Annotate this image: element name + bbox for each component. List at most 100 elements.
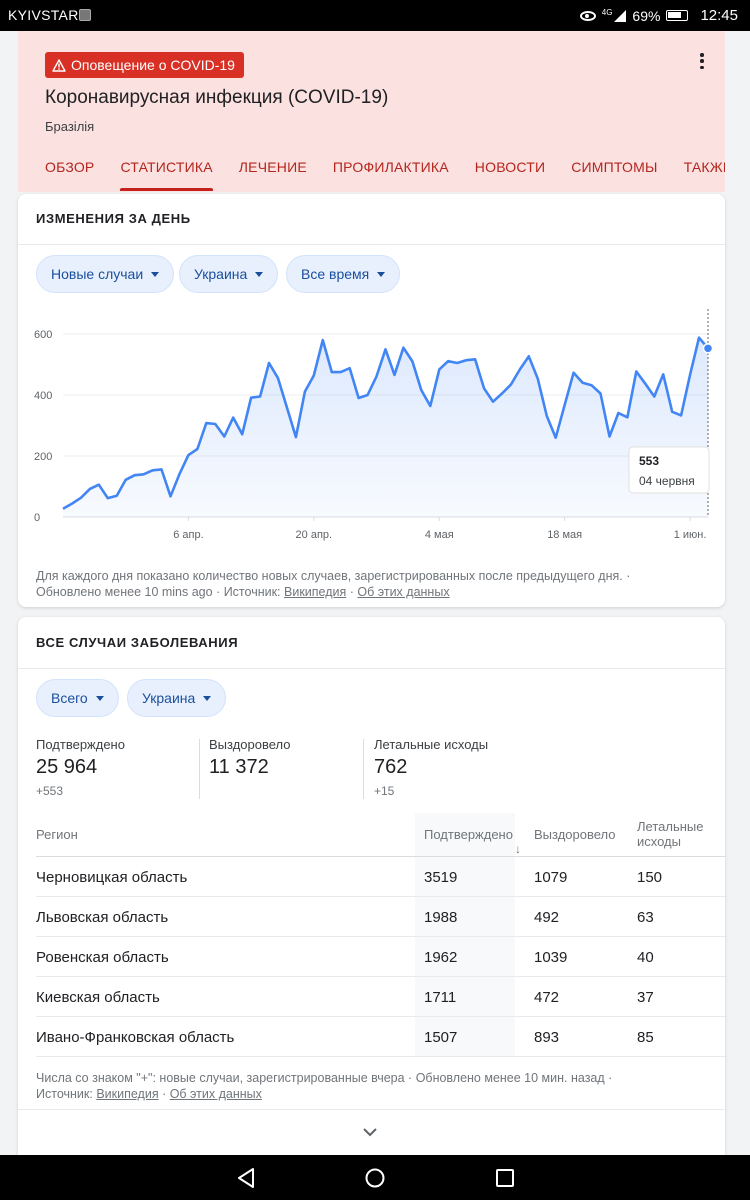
cell-deaths: 150	[637, 869, 663, 886]
signal-icon	[614, 9, 627, 22]
stat-delta: +553	[36, 784, 64, 798]
x-tick-label: 20 апр.	[296, 529, 333, 541]
tab-3[interactable]: ПРОФИЛАКТИКА	[332, 159, 449, 175]
source-prefix: Источник:	[36, 1087, 93, 1101]
stat-confirmed: Подтверждено 25 964 +553	[36, 737, 125, 798]
cell-recovered: 492	[534, 909, 560, 926]
chart-footnote-text: Для каждого дня показано количество новы…	[36, 569, 631, 599]
tab-1[interactable]: СТАТИСТИКА	[107, 149, 225, 192]
tab-2[interactable]: ЛЕЧЕНИЕ	[238, 159, 307, 175]
divider	[18, 244, 725, 245]
battery-icon	[666, 10, 689, 21]
covid-alert-chip[interactable]: Оповещение о COVID-19	[45, 52, 244, 78]
caret-down-icon	[203, 695, 212, 701]
hover-point	[702, 343, 714, 354]
table-row[interactable]: Львовская область 1988 492 63	[36, 897, 725, 937]
metric-filter-label: Новые случаи	[51, 266, 144, 282]
cell-deaths: 85	[637, 1029, 654, 1046]
stat-label: Выздоровело	[209, 737, 291, 752]
back-icon[interactable]	[236, 1167, 256, 1189]
cell-region: Львовская область	[36, 909, 169, 926]
clock: 12:45	[700, 7, 738, 24]
series-line	[62, 336, 709, 510]
tab-6[interactable]: ТАКЖЕ ИЩУ	[683, 159, 725, 175]
period-filter-dropdown[interactable]: Все время	[286, 255, 401, 293]
tooltip-box	[628, 446, 710, 494]
battery-percent: 69%	[632, 7, 661, 24]
location-subtitle: Бразілія	[45, 119, 95, 134]
cell-deaths: 40	[637, 949, 654, 966]
eye-comfort-icon	[579, 10, 596, 21]
topic-tabs: ОБЗОР СТАТИСТИКА ЛЕЧЕНИЕ ПРОФИЛАКТИКА НОВОСТ…	[32, 149, 725, 192]
header-deaths-line2: исходы	[637, 834, 681, 849]
y-tick-label: 200	[34, 451, 52, 463]
region-filter-dropdown[interactable]: Украина	[179, 255, 279, 293]
table-row[interactable]: Черновицкая область 3519 1079 150	[36, 857, 725, 897]
cell-region: Ровенская область	[36, 949, 169, 966]
source-link[interactable]: Википедия	[284, 585, 347, 599]
metric-filter-dropdown[interactable]: Новые случаи	[36, 255, 175, 293]
country-filter-dropdown[interactable]: Украина	[127, 679, 227, 717]
series-area	[63, 337, 708, 517]
tab-0[interactable]: ОБЗОР	[45, 159, 95, 175]
about-data-link[interactable]: Об этих данных	[357, 585, 450, 599]
scope-filter-label: Всего	[51, 690, 88, 706]
cell-region: Киевская область	[36, 989, 160, 1006]
cell-confirmed: 3519	[424, 869, 458, 886]
more-options-icon[interactable]	[699, 53, 705, 69]
warning-icon	[52, 58, 66, 72]
header-recovered[interactable]: Выздоровело	[534, 827, 616, 842]
divider	[363, 739, 364, 799]
header-deaths[interactable]: Летальные исходы	[637, 819, 703, 849]
cell-confirmed: 1962	[424, 949, 458, 966]
header-deaths-line1: Летальные	[637, 819, 704, 834]
about-data-link[interactable]: Об этих данных	[169, 1087, 262, 1101]
sim-icon	[79, 9, 91, 21]
cell-confirmed: 1507	[424, 1029, 458, 1046]
cell-confirmed: 1988	[424, 909, 458, 926]
y-tick-label: 0	[34, 512, 40, 524]
table-row[interactable]: Ивано-Франковская область 1507 893 85	[36, 1017, 725, 1057]
cell-region: Черновицкая область	[36, 869, 188, 886]
x-tick-label: 6 апр.	[173, 529, 203, 541]
total-cases-card: ВСЕ СЛУЧАИ ЗАБОЛЕВАНИЯ Всего Украина Под…	[18, 617, 725, 1155]
home-icon[interactable]	[364, 1167, 386, 1189]
cell-recovered: 1079	[534, 869, 568, 886]
period-filter-label: Все время	[301, 266, 370, 282]
card-title: ВСЕ СЛУЧАИ ЗАБОЛЕВАНИЯ	[36, 635, 239, 650]
source-link[interactable]: Википедия	[96, 1087, 159, 1101]
stat-recovered: Выздоровело 11 372	[209, 737, 291, 784]
stat-value: 25 964	[36, 756, 98, 778]
tab-4[interactable]: НОВОСТИ	[474, 159, 546, 175]
y-tick-label: 400	[34, 390, 52, 402]
divider	[18, 1109, 725, 1110]
cell-region: Ивано-Франковская область	[36, 1029, 235, 1046]
scope-filter-dropdown[interactable]: Всего	[36, 679, 119, 717]
stat-value: 762	[374, 756, 408, 778]
x-tick-label: 1 июн.	[674, 529, 707, 541]
cell-confirmed: 1711	[424, 989, 457, 1006]
caret-down-icon	[95, 695, 104, 701]
table-body: Черновицкая область 3519 1079 150 Львовская …	[36, 857, 725, 1057]
recents-icon[interactable]	[495, 1168, 515, 1188]
carrier-name: KYIVSTAR	[8, 7, 79, 23]
table-row[interactable]: Киевская область 1711 472 37	[36, 977, 725, 1017]
header-confirmed[interactable]: Подтверждено↓	[424, 827, 521, 856]
daily-cases-chart[interactable]: 0 200 400 600 6 апр. 20 апр. 4 мая 18 мая 1 июн.…	[18, 304, 725, 564]
stat-deaths: Летальные исходы 762 +15	[374, 737, 488, 798]
tab-5[interactable]: СИМПТОМЫ	[571, 159, 658, 175]
covid-header: Оповещение о COVID-19 Коронавирусная инф…	[18, 31, 725, 192]
expand-chevron-icon[interactable]	[362, 1126, 378, 1138]
cell-deaths: 37	[637, 989, 654, 1006]
table-row[interactable]: Ровенская область 1962 1039 40	[36, 937, 725, 977]
page-title: Коронавирусная инфекция (COVID-19)	[45, 87, 389, 108]
header-region[interactable]: Регион	[36, 827, 78, 842]
cell-deaths: 63	[637, 909, 654, 926]
regions-table: Регион Подтверждено↓ Выздоровело Летальн…	[36, 813, 725, 1057]
stat-delta: +15	[374, 784, 395, 798]
country-filter-label: Украина	[142, 690, 196, 706]
divider	[199, 739, 200, 799]
tooltip-date: 04 червня	[639, 474, 695, 488]
sort-down-icon: ↓	[514, 842, 521, 856]
chart-footnote: Для каждого дня показано количество новы…	[36, 569, 631, 599]
